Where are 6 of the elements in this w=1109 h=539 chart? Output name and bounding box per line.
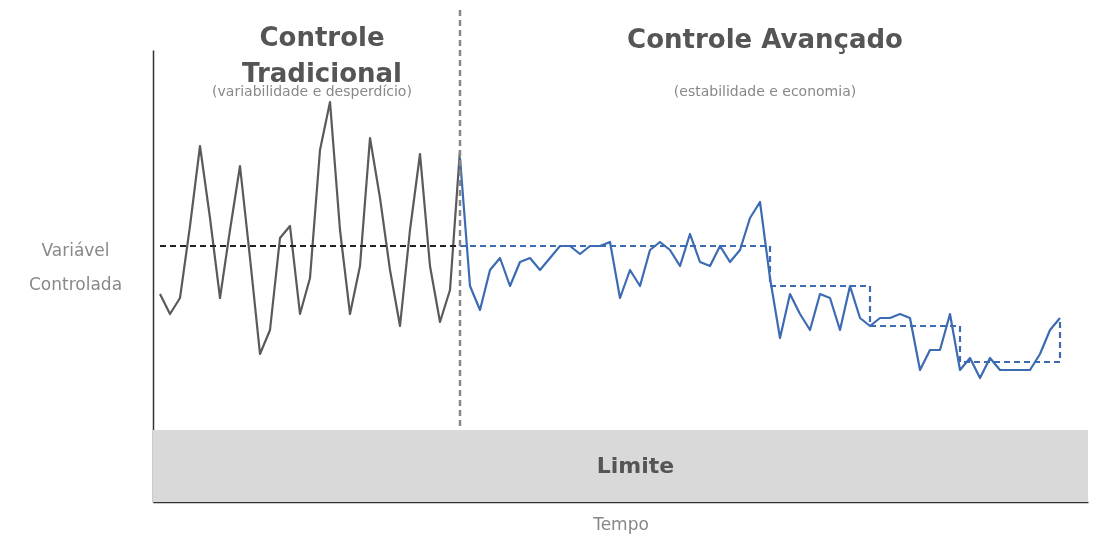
text: Controle Avançado <box>627 24 903 54</box>
band-label: Limite <box>596 453 675 478</box>
x-axis-title: Tempo <box>592 513 649 534</box>
y-axis-title: Variável Controlada <box>28 239 123 294</box>
text: (variabilidade e desperdício) <box>212 83 412 99</box>
text: (estabilidade e economia) <box>673 83 857 99</box>
